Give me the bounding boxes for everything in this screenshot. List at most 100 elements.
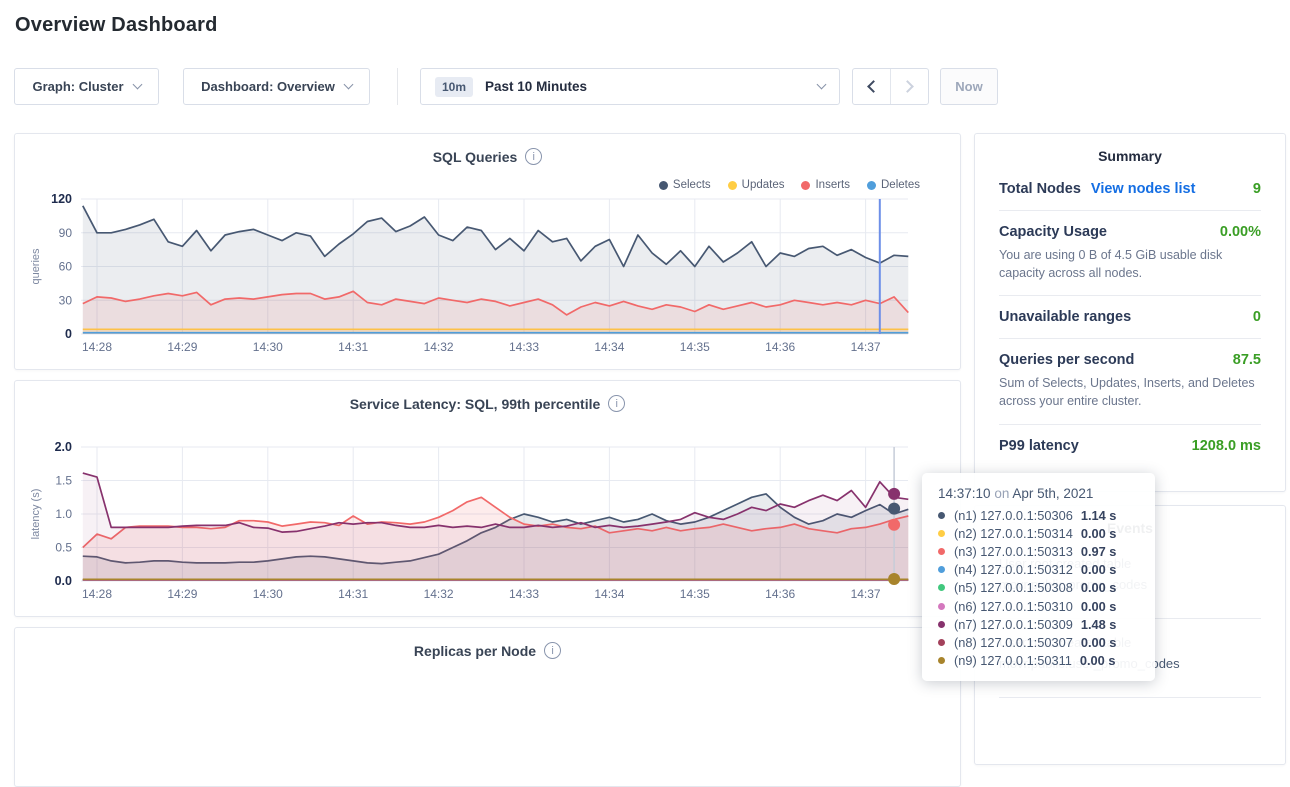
tooltip-node-label: (n8) 127.0.0.1:50307 <box>954 634 1073 650</box>
tooltip-node-label: (n5) 127.0.0.1:50308 <box>954 580 1073 596</box>
summary-item: Unavailable ranges 0 <box>999 296 1261 340</box>
svg-text:2.0: 2.0 <box>55 440 72 454</box>
summary-value: 9 <box>1252 181 1261 197</box>
tooltip-row: (n6) 127.0.0.1:50310 0.00 s <box>938 597 1139 615</box>
service-latency-card: Service Latency: SQL, 99th percentile 14… <box>14 380 961 617</box>
summary-value: 1208.0 ms <box>1191 437 1261 454</box>
summary-description: You are using 0 B of 4.5 GiB usable disk… <box>999 248 1223 281</box>
legend-item-deletes[interactable]: Deletes <box>867 179 920 191</box>
summary-label: Unavailable ranges <box>999 309 1132 326</box>
tooltip-node-value: 0.00 s <box>1080 598 1117 614</box>
time-range-dropdown[interactable]: 10m Past 10 Minutes <box>420 68 840 105</box>
summary-list: Total Nodes View nodes list 9 Capacity Usag… <box>975 168 1285 467</box>
summary-label: Queries per second <box>999 352 1135 369</box>
svg-text:0.5: 0.5 <box>55 541 72 555</box>
svg-text:14:31: 14:31 <box>338 340 368 354</box>
svg-text:14:34: 14:34 <box>594 587 624 601</box>
svg-text:14:33: 14:33 <box>509 340 539 354</box>
summary-item: Queries per second 87.5 Sum of Selects, Up… <box>999 339 1261 425</box>
svg-text:14:37: 14:37 <box>851 340 881 354</box>
tooltip-on: on <box>990 486 1013 501</box>
dashboard-dropdown[interactable]: Dashboard: Overview <box>183 68 370 105</box>
series-dot-icon <box>938 602 945 610</box>
sql-queries-card: SQL Queries Selects Updates Inserts Deletes… <box>14 133 961 370</box>
summary-item: Capacity Usage 0.00% You are using 0 B of … <box>999 211 1261 297</box>
svg-text:0: 0 <box>65 327 72 341</box>
replicas-per-node-card: Replicas per Node <box>14 627 961 787</box>
legend-label: Updates <box>741 179 785 191</box>
time-next-button[interactable] <box>891 69 928 104</box>
summary-title: Summary <box>1098 148 1162 164</box>
time-prev-button[interactable] <box>853 69 890 104</box>
svg-text:30: 30 <box>59 293 73 307</box>
sql-queries-chart[interactable]: 14:28 14:29 14:30 14:31 14:32 14:33 14:34 14:35… <box>15 134 962 371</box>
tooltip-node-label: (n3) 127.0.0.1:50313 <box>954 543 1073 559</box>
tooltip-time: 14:37:10 <box>938 486 991 501</box>
chart-header: SQL Queries <box>15 148 960 165</box>
svg-text:14:32: 14:32 <box>424 340 454 354</box>
svg-text:14:32: 14:32 <box>424 587 454 601</box>
svg-text:queries: queries <box>30 248 42 285</box>
tooltip-row: (n1) 127.0.0.1:50306 1.14 s <box>938 506 1139 524</box>
legend-item-updates[interactable]: Updates <box>727 179 785 191</box>
tooltip-node-value: 0.00 s <box>1080 562 1117 578</box>
tooltip-node-value: 0.97 s <box>1080 543 1117 559</box>
tooltip-node-label: (n2) 127.0.0.1:50314 <box>954 525 1073 541</box>
latency-chart[interactable]: 14:28 14:29 14:30 14:31 14:32 14:33 14:34 14:35… <box>15 381 962 618</box>
tooltip-node-label: (n1) 127.0.0.1:50306 <box>954 507 1073 523</box>
tooltip-node-value: 0.00 s <box>1079 653 1116 669</box>
summary-panel: Summary Total Nodes View nodes list 9 Capac… <box>974 133 1286 492</box>
series-dot-icon <box>938 547 945 555</box>
chevron-right-icon <box>901 80 915 93</box>
summary-description: Sum of Selects, Updates, Inserts, and De… <box>999 376 1255 409</box>
tooltip-row: (n3) 127.0.0.1:50313 0.97 s <box>938 542 1139 560</box>
svg-text:14:30: 14:30 <box>253 340 283 354</box>
svg-text:14:33: 14:33 <box>509 587 539 601</box>
series-dot-icon <box>938 529 945 537</box>
tooltip-timestamp: 14:37:10 on Apr 5th, 2021 <box>938 486 1139 501</box>
svg-text:0.0: 0.0 <box>55 574 72 588</box>
info-icon[interactable] <box>525 148 543 165</box>
view-nodes-list-link[interactable]: View nodes list <box>1090 181 1196 197</box>
info-icon[interactable] <box>608 395 626 412</box>
now-button[interactable]: Now <box>940 68 998 105</box>
svg-text:14:36: 14:36 <box>765 587 795 601</box>
svg-text:14:34: 14:34 <box>594 340 624 354</box>
series-dot-icon <box>938 584 945 592</box>
tooltip-row: (n2) 127.0.0.1:50314 0.00 s <box>938 524 1139 542</box>
legend-dot-icon <box>867 180 876 190</box>
svg-text:14:28: 14:28 <box>82 587 112 601</box>
legend-item-inserts[interactable]: Inserts <box>801 179 850 191</box>
svg-text:1.5: 1.5 <box>55 474 72 488</box>
chart-hover-tooltip: 14:37:10 on Apr 5th, 2021 (n1) 127.0.0.1… <box>922 473 1155 681</box>
summary-value: 87.5 <box>1232 352 1261 369</box>
series-dot-icon <box>938 566 945 574</box>
summary-label: P99 latency <box>999 437 1079 454</box>
tooltip-row: (n9) 127.0.0.1:50311 0.00 s <box>938 652 1139 670</box>
svg-text:60: 60 <box>59 260 73 274</box>
controls-divider <box>397 68 398 105</box>
tooltip-node-value: 1.48 s <box>1080 616 1117 632</box>
tooltip-node-label: (n6) 127.0.0.1:50310 <box>954 598 1073 614</box>
legend-item-selects[interactable]: Selects <box>658 179 711 191</box>
series-dot-icon <box>938 657 945 665</box>
svg-text:latency (s): latency (s) <box>30 489 42 540</box>
summary-value: 0 <box>1252 309 1261 326</box>
legend-dot-icon <box>658 180 668 190</box>
info-icon[interactable] <box>544 642 562 659</box>
chevron-left-icon <box>866 80 880 93</box>
chart-header: Replicas per Node <box>15 642 960 659</box>
svg-text:14:31: 14:31 <box>338 587 368 601</box>
svg-text:14:37: 14:37 <box>851 587 881 601</box>
graph-dropdown[interactable]: Graph: Cluster <box>14 68 159 105</box>
legend-label: Inserts <box>815 179 850 191</box>
pager-divider <box>890 69 891 104</box>
legend-dot-icon <box>727 180 737 190</box>
series-dot-icon <box>938 620 945 628</box>
legend-dot-icon <box>801 180 811 190</box>
chevron-down-icon <box>343 79 354 90</box>
summary-label: Capacity Usage <box>999 224 1107 240</box>
tooltip-date: Apr 5th, 2021 <box>1012 486 1094 501</box>
svg-text:14:35: 14:35 <box>680 587 710 601</box>
dashboard-dropdown-label: Dashboard: Overview <box>201 79 335 94</box>
